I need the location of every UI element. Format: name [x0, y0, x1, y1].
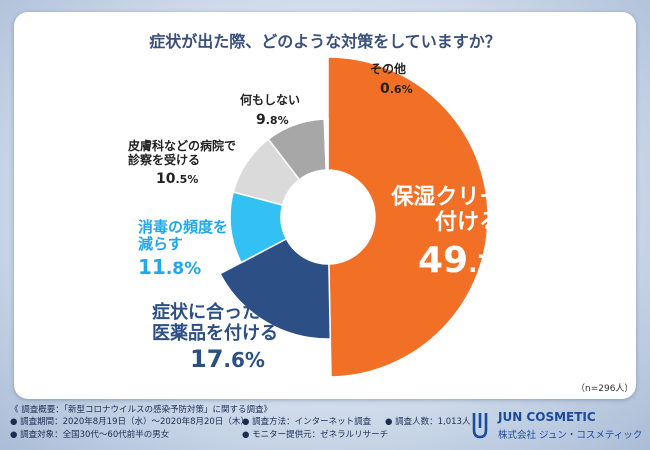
- slice-label-0: 保湿クリームを 付ける 49.7%: [368, 185, 568, 281]
- jun-logo-icon: [472, 413, 488, 439]
- slice-pct-dec-5: .6%: [389, 82, 413, 96]
- slice-pct-2: 11: [138, 254, 166, 279]
- survey-provider: ● モニター提供元：ゼネラルリサーチ: [242, 429, 389, 440]
- slice-label-2: 消毒の頻度を 減らす 11.8%: [138, 218, 258, 279]
- donut-hole: [281, 170, 375, 264]
- survey-method: ● 調査方法：インターネット調査: [242, 417, 372, 428]
- slice-label-4: 何もしない 9.8%: [240, 93, 320, 128]
- slice-pct-dec-4: .8%: [265, 113, 289, 127]
- brand-name-ja: 株式会社 ジュン・コスメティック: [498, 430, 643, 441]
- slice-name-5a: その他: [370, 62, 407, 76]
- slice-pct-dec-3: .5%: [175, 172, 199, 186]
- slice-pct-dec-1: .6%: [223, 348, 265, 373]
- brand-name-en: JUN COSMETIC: [498, 410, 596, 424]
- slice-label-5: その他 0.6%: [370, 62, 450, 97]
- slice-pct-dec-0: .7%: [468, 249, 518, 278]
- slice-pct-4: 9: [256, 111, 266, 128]
- slice-pct-3: 10: [156, 170, 176, 187]
- slice-name-3a: 皮膚科などの病院で: [128, 139, 237, 153]
- slice-name-1a: 症状に合った市販の: [152, 302, 314, 323]
- slice-name-3b: 診察を受ける: [128, 152, 201, 167]
- slice-label-3: 皮膚科などの病院で 診察を受ける 10.5%: [128, 139, 258, 187]
- survey-period: ● 調査期間：2020年8月19日（水）〜2020年8月20日（木）: [10, 417, 249, 428]
- sample-size-note: （n=296人）: [576, 384, 634, 394]
- survey-summary: 《 調査概要：「新型コロナウイルスの感染予防対策」に関する調査》: [10, 405, 272, 415]
- slice-pct-5: 0: [380, 80, 390, 97]
- slice-name-0b: 付ける: [434, 210, 501, 236]
- slice-name-1b: 医薬品を付ける: [152, 322, 278, 344]
- slice-pct-0: 49: [418, 239, 469, 281]
- slice-label-1: 症状に合った市販の 医薬品を付ける 17.6%: [152, 302, 332, 374]
- survey-count: ● 調査人数：1,013人: [385, 417, 471, 428]
- survey-target: ● 調査対象：全国30代〜60代前半の男女: [10, 429, 170, 440]
- slice-name-2b: 減らす: [138, 235, 183, 254]
- chart-title: 症状が出た際、どのような対策をしていますか？: [149, 32, 501, 51]
- survey-footer: 《 調査概要：「新型コロナウイルスの感染予防対策」に関する調査》 ● 調査期間：…: [10, 404, 470, 441]
- slice-name-4a: 何もしない: [240, 93, 301, 107]
- slice-name-2a: 消毒の頻度を: [138, 218, 229, 236]
- slice-name-0a: 保湿クリームを: [391, 185, 545, 210]
- slice-pct-dec-2: .8%: [165, 258, 202, 279]
- slice-pct-1: 17: [190, 345, 224, 374]
